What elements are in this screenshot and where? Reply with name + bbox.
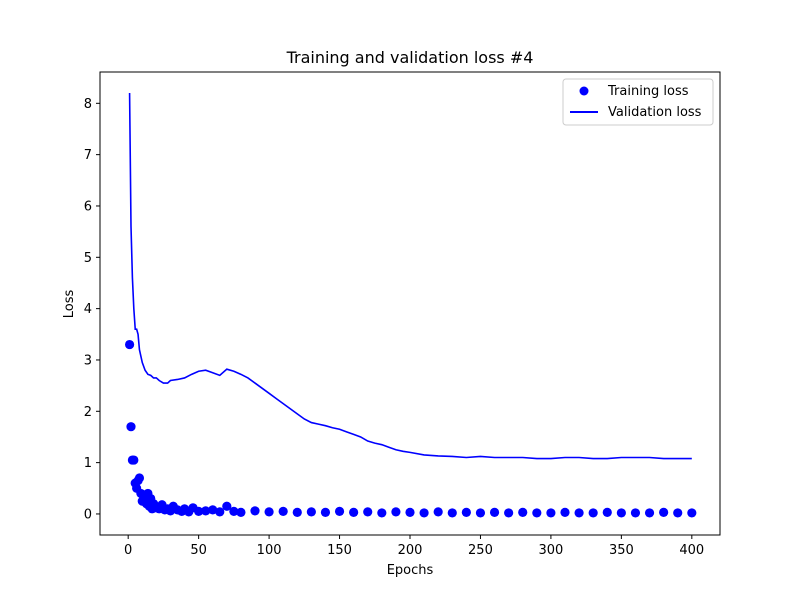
x-tick-label: 400 xyxy=(679,543,704,558)
training-loss-point xyxy=(236,507,246,518)
training-loss-point xyxy=(673,508,683,518)
y-axis: 0 1 2 3 4 5 6 7 8 xyxy=(84,97,100,522)
x-axis: 0 50 100 150 200 250 300 350 400 xyxy=(124,535,704,558)
training-loss-point xyxy=(391,507,401,517)
training-loss-point xyxy=(405,507,415,518)
training-loss-point xyxy=(602,507,612,518)
training-loss-point xyxy=(616,508,626,518)
plot-frame xyxy=(99,71,721,536)
y-tick-label: 5 xyxy=(84,251,92,266)
y-tick-label: 7 xyxy=(84,148,92,163)
training-loss-point xyxy=(659,507,669,518)
training-loss-point xyxy=(320,507,331,518)
x-tick-label: 200 xyxy=(398,543,423,558)
training-loss-point xyxy=(489,507,500,518)
training-loss-point xyxy=(222,501,232,511)
x-axis-title: Epochs xyxy=(387,563,434,578)
training-loss-point xyxy=(349,507,359,518)
training-loss-point xyxy=(461,507,471,518)
training-loss-point xyxy=(215,507,225,517)
series-layer xyxy=(124,93,697,518)
training-loss-point xyxy=(363,507,373,517)
x-tick-label: 350 xyxy=(609,543,634,558)
training-loss-point xyxy=(278,506,288,516)
training-loss-point xyxy=(194,506,204,516)
training-loss-point xyxy=(334,506,345,516)
y-tick-label: 8 xyxy=(84,97,92,112)
x-tick-label: 50 xyxy=(190,543,207,558)
y-tick-label: 2 xyxy=(84,405,92,420)
training-loss-point xyxy=(124,339,135,350)
y-tick-label: 6 xyxy=(84,199,92,214)
training-loss-point xyxy=(126,422,136,432)
training-loss-point xyxy=(532,508,542,518)
training-loss-point xyxy=(306,507,316,517)
y-tick-label: 4 xyxy=(84,302,92,317)
training-loss-point xyxy=(264,507,274,517)
training-loss-point xyxy=(644,508,655,518)
training-loss-point xyxy=(134,473,145,483)
training-loss-point xyxy=(560,507,570,518)
training-loss-point xyxy=(504,508,514,518)
training-loss-point xyxy=(419,508,429,518)
training-loss-point xyxy=(250,506,260,516)
x-tick-label: 150 xyxy=(327,543,352,558)
training-loss-point xyxy=(574,508,584,518)
training-loss-point xyxy=(518,507,528,518)
x-tick-label: 300 xyxy=(538,543,563,558)
legend-marker-training xyxy=(579,86,589,96)
y-tick-label: 3 xyxy=(84,353,92,368)
legend-box xyxy=(562,78,714,126)
training-loss-point xyxy=(433,507,443,517)
legend-label-validation: Validation loss xyxy=(608,105,702,120)
training-loss-point xyxy=(292,507,302,518)
training-loss-point xyxy=(687,508,697,518)
x-tick-label: 250 xyxy=(468,543,493,558)
training-loss-point xyxy=(229,506,239,516)
validation-loss-line xyxy=(128,93,692,460)
chart-title: Training and validation loss #4 xyxy=(286,48,534,67)
legend-label-training: Training loss xyxy=(607,84,689,99)
y-tick-label: 0 xyxy=(84,507,92,522)
y-axis-title: Loss xyxy=(62,290,77,319)
legend: Training loss Validation loss xyxy=(562,78,714,126)
training-loss-point xyxy=(630,508,641,518)
training-loss-point xyxy=(546,508,556,518)
y-tick-label: 1 xyxy=(84,456,92,471)
x-tick-label: 0 xyxy=(124,543,132,558)
training-loss-point xyxy=(129,455,139,465)
x-tick-label: 100 xyxy=(257,543,282,558)
training-loss-point xyxy=(201,506,211,516)
training-loss-point xyxy=(588,508,598,518)
training-loss-point xyxy=(377,508,387,518)
training-loss-point xyxy=(447,508,457,518)
training-loss-point xyxy=(208,505,218,515)
training-loss-point xyxy=(475,508,486,518)
